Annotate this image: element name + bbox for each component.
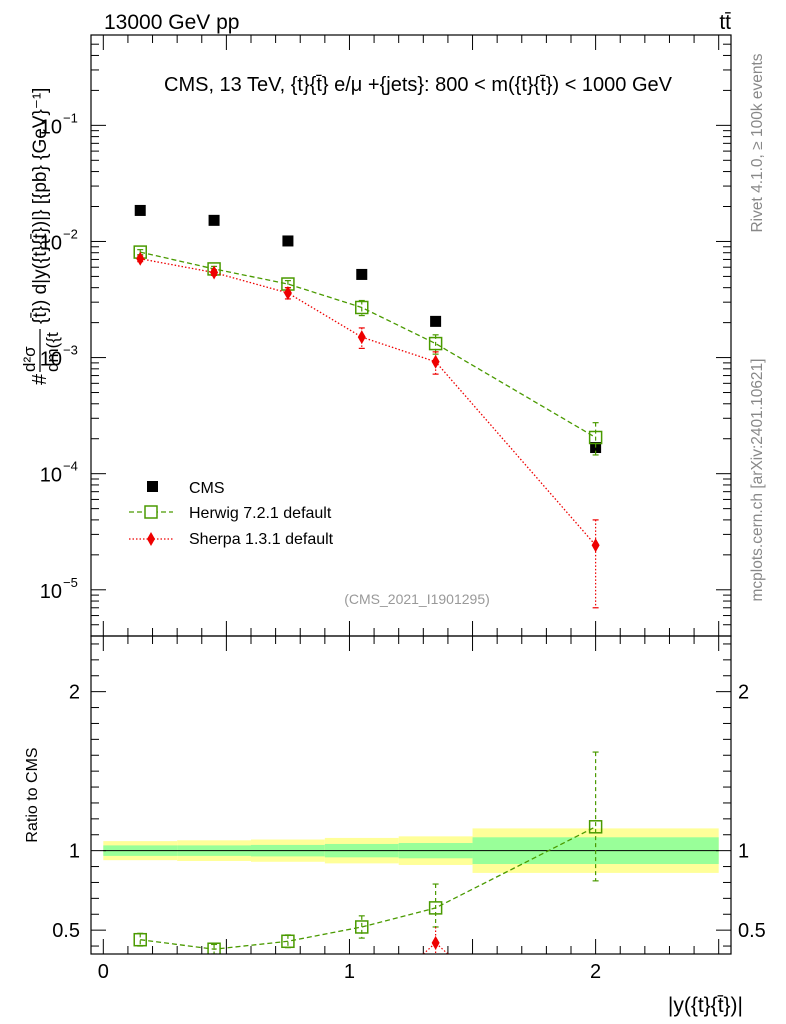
sherpa-data-point — [357, 330, 366, 345]
sherpa-data-point — [136, 251, 145, 266]
herwig-ratio-point — [588, 820, 603, 834]
legend-sherpa-label: Sherpa 1.3.1 default — [189, 531, 334, 548]
cms-data-point — [282, 235, 294, 247]
main-axis-ticks — [91, 35, 731, 637]
y-tick-label: 10 −1 — [40, 110, 78, 138]
ratio-y-axis-label: Ratio to CMS — [24, 747, 41, 842]
x-tick-label: 0 — [98, 961, 109, 983]
ratio-uncertainty-bands — [103, 828, 719, 873]
herwig-ratio-point — [428, 901, 443, 915]
y-label-denominator: dm({t — [43, 332, 62, 372]
herwig-data-point — [355, 300, 369, 315]
herwig-ratio-point — [133, 932, 147, 947]
y-label-remainder: {t̄}) d|y({t}{t̄})|} [{pb} {GeV}⁻¹] — [30, 88, 51, 324]
y-tick-label: 10 −5 — [40, 575, 78, 603]
herwig-ratio-line — [140, 826, 596, 950]
y-label-numerator: d²σ — [20, 346, 39, 372]
sherpa-data-point — [591, 538, 600, 553]
main-plot-frame — [90, 34, 732, 637]
herwig-ratio-point — [281, 934, 295, 949]
herwig-ratio-point — [207, 942, 221, 954]
ratio-axis-ticks — [91, 636, 731, 954]
y-tick-label-base: 10 — [40, 116, 62, 138]
main-plot-panel: 10−510−410−310−210−1 CMS, 13 TeV, {t}{t̄… — [20, 34, 732, 637]
sherpa-data-point — [431, 354, 440, 369]
ratio-y-tick-label-left: 2 — [69, 682, 80, 704]
sherpa-data-point — [283, 285, 292, 300]
x-tick-label: 1 — [344, 961, 355, 983]
y-tick-label-exponent: −5 — [63, 575, 78, 590]
legend-cms-marker — [147, 481, 158, 492]
ratio-x-tick-labels: 0 1 2 — [98, 961, 601, 983]
y-tick-label-base: 10 — [40, 465, 62, 487]
ratio-y-tick-label-left: 0.5 — [52, 920, 80, 942]
y-tick-label-base: 10 — [40, 232, 62, 254]
plot-title: CMS, 13 TeV, {t}{t̄} e/μ +{jets}: 800 < … — [164, 74, 673, 96]
y-tick-label: 10 −4 — [40, 459, 78, 487]
cms-data-point — [430, 315, 442, 327]
legend-sherpa-marker — [147, 532, 155, 546]
main-series-layer — [133, 204, 603, 609]
ratio-plot-frame — [90, 635, 732, 955]
legend: CMS Herwig 7.2.1 default Sherpa 1.3.1 de… — [129, 480, 334, 548]
y-tick-label-base: 10 — [40, 581, 62, 603]
x-tick-label: 2 — [590, 961, 601, 983]
legend-herwig-marker — [144, 505, 158, 519]
series-line-1 — [140, 251, 596, 439]
sherpa-data-point — [210, 265, 219, 280]
ratio-y-tick-labels: 0.5 0.5 1 1 2 2 — [52, 682, 766, 943]
header-collision-label: 13000 GeV pp — [104, 11, 239, 34]
main-y-tick-labels: 10−510−410−310−210−1 — [40, 110, 78, 602]
legend-herwig-label: Herwig 7.2.1 default — [189, 505, 332, 522]
y-tick-label-exponent: −1 — [63, 110, 78, 125]
mcplots-source-label: mcplots.cern.ch [arXiv:2401.10621] — [749, 359, 766, 602]
ratio-y-tick-label-right: 1 — [738, 841, 749, 863]
herwig-data-point — [428, 336, 443, 351]
herwig-data-point — [588, 430, 603, 445]
cms-data-point — [208, 214, 220, 226]
y-tick-label-exponent: −3 — [63, 343, 78, 358]
y-tick-label-exponent: −2 — [63, 226, 78, 241]
ratio-series-layer — [133, 751, 603, 954]
y-tick-label-exponent: −4 — [63, 459, 78, 474]
cms-data-point — [356, 268, 368, 280]
herwig-ratio-point — [355, 920, 369, 934]
ratio-plot-panel: 0.5 0.5 1 1 2 2 0 1 2 Ratio to CMS |y({t}{t̄})| — [24, 635, 766, 1017]
ratio-y-tick-label-right: 2 — [738, 682, 749, 704]
ratio-y-tick-label-left: 1 — [69, 841, 80, 863]
x-axis-label: |y({t}{t̄})| — [668, 994, 743, 1017]
y-tick-label: 10 −2 — [40, 226, 78, 254]
y-label-prefix: # — [29, 373, 51, 385]
rivet-version-label: Rivet 4.1.0, ≥ 100k events — [749, 53, 766, 232]
sherpa-ratio-point — [431, 935, 440, 950]
header-process-label: tt̄ — [719, 11, 731, 34]
main-y-axis-label: # d²σ dm({t {t̄}) d|y({t}{t̄})|} [{pb} {… — [20, 88, 62, 385]
y-tick-label-base: 10 — [40, 349, 62, 371]
analysis-watermark: (CMS_2021_I1901295) — [344, 591, 490, 607]
legend-cms-label: CMS — [189, 480, 225, 497]
ratio-y-tick-label-right: 0.5 — [738, 920, 766, 942]
y-tick-label: 10 −3 — [40, 343, 78, 371]
cms-data-point — [134, 204, 146, 216]
